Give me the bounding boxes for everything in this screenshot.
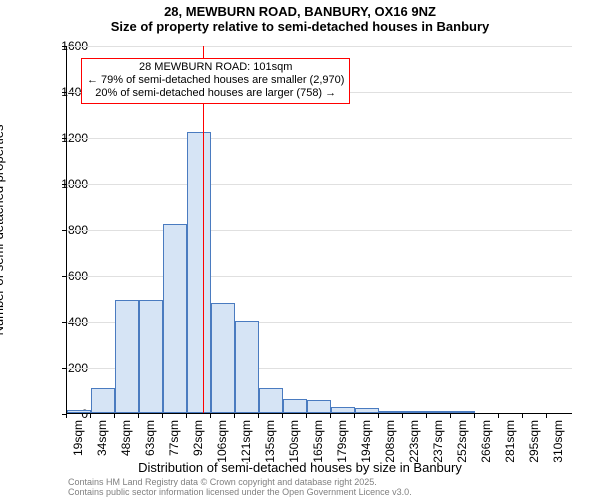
x-tick-label: 48sqm bbox=[119, 420, 133, 456]
x-tick-label: 121sqm bbox=[239, 420, 253, 463]
histogram-bar bbox=[91, 388, 115, 413]
x-tick-mark bbox=[258, 414, 259, 418]
x-tick-label: 281sqm bbox=[503, 420, 517, 463]
annotation-line-2: ← 79% of semi-detached houses are smalle… bbox=[87, 74, 344, 87]
x-tick-label: 252sqm bbox=[455, 420, 469, 463]
gridline bbox=[67, 138, 572, 139]
x-tick-label: 63sqm bbox=[143, 420, 157, 456]
histogram-bar bbox=[355, 408, 379, 413]
x-tick-mark bbox=[546, 414, 547, 418]
histogram-bar bbox=[67, 410, 91, 413]
title-line-1: 28, MEWBURN ROAD, BANBURY, OX16 9NZ bbox=[0, 4, 600, 19]
gridline bbox=[67, 184, 572, 185]
x-tick-label: 266sqm bbox=[479, 420, 493, 463]
x-tick-label: 295sqm bbox=[527, 420, 541, 463]
gridline bbox=[67, 230, 572, 231]
x-tick-label: 34sqm bbox=[95, 420, 109, 456]
histogram-bar bbox=[163, 224, 187, 413]
gridline bbox=[67, 276, 572, 277]
x-tick-label: 77sqm bbox=[167, 420, 181, 456]
x-tick-label: 135sqm bbox=[263, 420, 277, 463]
x-tick-mark bbox=[114, 414, 115, 418]
footer-line-2: Contains public sector information licen… bbox=[68, 488, 412, 498]
histogram-bar bbox=[187, 132, 211, 413]
histogram-bar bbox=[259, 388, 283, 413]
gridline bbox=[67, 46, 572, 47]
histogram-bar bbox=[211, 303, 235, 413]
x-tick-mark bbox=[210, 414, 211, 418]
annotation-line-1: 28 MEWBURN ROAD: 101sqm bbox=[87, 61, 344, 74]
x-tick-label: 92sqm bbox=[191, 420, 205, 456]
histogram-bar bbox=[403, 411, 427, 413]
title-line-2: Size of property relative to semi-detach… bbox=[0, 19, 600, 34]
x-tick-mark bbox=[306, 414, 307, 418]
x-tick-label: 106sqm bbox=[215, 420, 229, 463]
title-block: 28, MEWBURN ROAD, BANBURY, OX16 9NZ Size… bbox=[0, 0, 600, 34]
x-axis-label: Distribution of semi-detached houses by … bbox=[0, 460, 600, 475]
x-tick-label: 179sqm bbox=[335, 420, 349, 463]
histogram-bar bbox=[283, 399, 307, 413]
x-tick-mark bbox=[402, 414, 403, 418]
x-tick-mark bbox=[162, 414, 163, 418]
x-tick-mark bbox=[354, 414, 355, 418]
histogram-bar bbox=[331, 407, 355, 413]
x-tick-label: 223sqm bbox=[407, 420, 421, 463]
x-tick-mark bbox=[378, 414, 379, 418]
x-tick-label: 310sqm bbox=[551, 420, 565, 463]
x-tick-mark bbox=[66, 414, 67, 418]
x-tick-mark bbox=[330, 414, 331, 418]
x-tick-mark bbox=[426, 414, 427, 418]
x-tick-mark bbox=[498, 414, 499, 418]
x-tick-label: 165sqm bbox=[311, 420, 325, 463]
histogram-bar bbox=[139, 300, 163, 413]
histogram-bar bbox=[307, 400, 331, 413]
x-tick-label: 194sqm bbox=[359, 420, 373, 463]
chart-plot-area: 28 MEWBURN ROAD: 101sqm← 79% of semi-det… bbox=[66, 46, 572, 414]
x-tick-mark bbox=[186, 414, 187, 418]
annotation-callout: 28 MEWBURN ROAD: 101sqm← 79% of semi-det… bbox=[81, 58, 350, 104]
x-tick-label: 208sqm bbox=[383, 420, 397, 463]
x-tick-mark bbox=[90, 414, 91, 418]
x-tick-mark bbox=[234, 414, 235, 418]
y-axis-label: Number of semi-detached properties bbox=[0, 125, 6, 336]
footer-credits: Contains HM Land Registry data © Crown c… bbox=[68, 478, 412, 498]
histogram-bar bbox=[451, 411, 475, 413]
histogram-bar bbox=[427, 411, 451, 413]
x-tick-label: 150sqm bbox=[287, 420, 301, 463]
x-tick-mark bbox=[450, 414, 451, 418]
x-tick-mark bbox=[138, 414, 139, 418]
x-tick-mark bbox=[522, 414, 523, 418]
x-tick-mark bbox=[474, 414, 475, 418]
annotation-line-3: 20% of semi-detached houses are larger (… bbox=[87, 87, 344, 100]
x-tick-mark bbox=[282, 414, 283, 418]
histogram-bar bbox=[235, 321, 259, 413]
histogram-bar bbox=[379, 411, 403, 413]
x-tick-label: 19sqm bbox=[71, 420, 85, 456]
x-tick-label: 237sqm bbox=[431, 420, 445, 463]
histogram-bar bbox=[115, 300, 139, 413]
